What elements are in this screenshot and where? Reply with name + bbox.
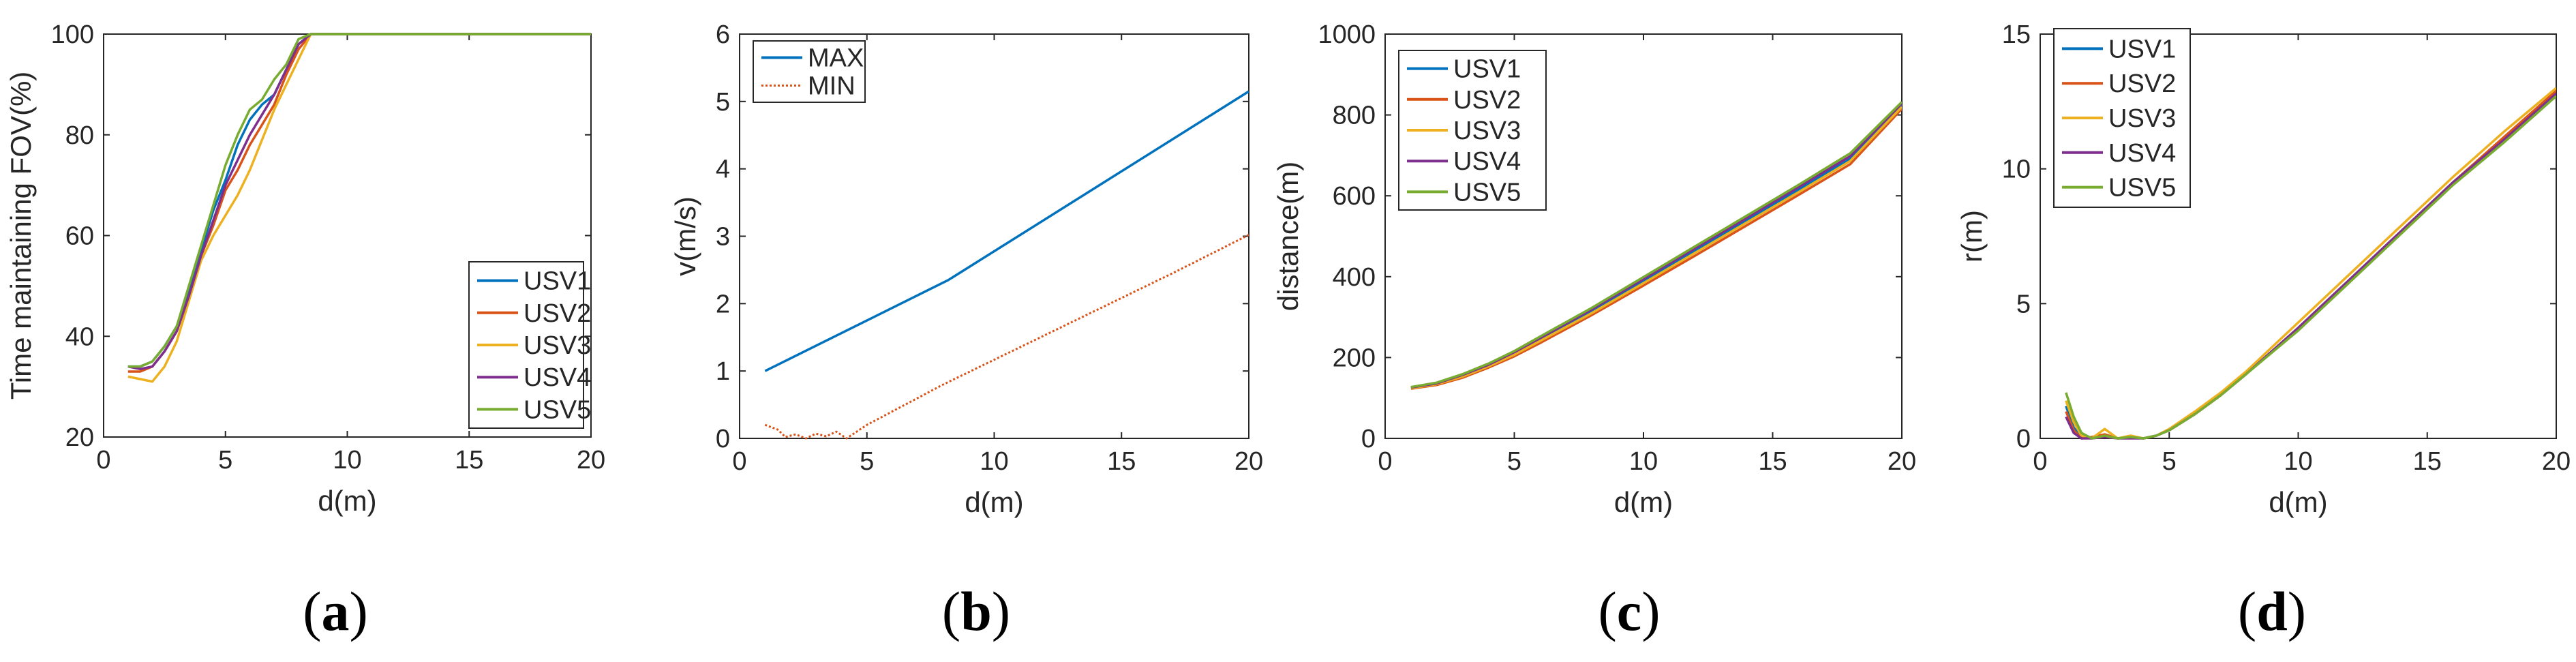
chart-a: 0 5 10 15 20 20 40 60 80 100 d(m) Time maintaining … — [5, 20, 605, 517]
legend-label-usv4: USV4 — [1453, 147, 1521, 176]
x-axis-label: d(m) — [318, 485, 376, 517]
legend-label-usv3: USV3 — [2108, 104, 2176, 133]
x-tick-label: 15 — [2413, 447, 2442, 476]
chart-d: 0 5 10 15 20 0 5 10 15 d(m) r(m) USV1 USV2 USV3 USV4 US… — [1956, 20, 2571, 518]
x-tick-label: 5 — [1507, 447, 1521, 476]
x-tick-label: 0 — [96, 446, 110, 475]
legend-label-usv1: USV1 — [1453, 55, 1521, 84]
x-tick-label: 15 — [1107, 447, 1136, 476]
y-tick-label: 20 — [65, 423, 94, 452]
y-tick-label: 2 — [716, 290, 730, 318]
y-axis-label: r(m) — [1956, 210, 1988, 262]
x-tick-label: 0 — [732, 447, 746, 476]
series-line-max — [764, 90, 1249, 372]
y-tick-label: 5 — [2016, 290, 2031, 318]
caption-b: (b) — [941, 580, 1011, 642]
y-tick-label: 40 — [65, 322, 94, 351]
y-tick-label: 5 — [716, 88, 730, 117]
y-tick-label: 0 — [2016, 425, 2031, 453]
x-tick-label: 15 — [455, 446, 483, 475]
caption-d: (d) — [2237, 580, 2307, 642]
x-tick-label: 10 — [1629, 447, 1658, 476]
legend-label-max: MAX — [808, 44, 864, 73]
y-tick-label: 80 — [65, 121, 94, 150]
chart-c: 0 5 10 15 2002004006008001000d(m)distance(m)… — [1272, 20, 1916, 518]
legend-label-usv4: USV4 — [524, 363, 591, 392]
series-line-usv5 — [2065, 95, 2556, 440]
series-line-usv3 — [1410, 106, 1902, 390]
x-tick-label: 20 — [1234, 447, 1263, 476]
legend-label-usv3: USV3 — [1453, 117, 1521, 145]
y-tick-label: 1 — [716, 357, 730, 386]
y-tick-label: 3 — [716, 223, 730, 252]
x-axis-label: d(m) — [965, 486, 1023, 518]
y-axis-label: distance(m) — [1272, 162, 1304, 311]
x-tick-label: 10 — [333, 446, 361, 475]
series-line-usv5 — [127, 33, 591, 368]
x-tick-label: 20 — [577, 446, 605, 475]
x-tick-label: 20 — [2542, 447, 2571, 476]
y-tick-label: 0 — [716, 425, 730, 453]
x-tick-label: 5 — [860, 447, 874, 476]
y-tick-label: 100 — [51, 20, 94, 49]
x-axis-label: d(m) — [1614, 486, 1673, 518]
y-tick-label: 600 — [1333, 182, 1376, 211]
legend-box — [753, 40, 866, 103]
y-tick-label: 15 — [2002, 20, 2031, 49]
y-tick-label: 1000 — [1318, 20, 1376, 49]
legend-label-usv5: USV5 — [524, 395, 591, 424]
legend-label-usv1: USV1 — [2108, 35, 2176, 63]
x-tick-label: 0 — [2033, 447, 2047, 476]
x-tick-label: 5 — [2162, 447, 2177, 476]
legend-label-min: MIN — [808, 72, 855, 101]
legend-label-usv5: USV5 — [1453, 178, 1521, 207]
legend-label-usv4: USV4 — [2108, 139, 2176, 168]
x-tick-label: 0 — [1378, 447, 1392, 476]
y-tick-label: 60 — [65, 222, 94, 251]
series-line-min — [764, 234, 1249, 440]
y-tick-label: 400 — [1333, 263, 1376, 292]
legend-label-usv3: USV3 — [524, 331, 591, 360]
caption-c: (c) — [1598, 580, 1661, 642]
y-tick-label: 10 — [2002, 155, 2031, 184]
legend-label-usv1: USV1 — [524, 267, 591, 296]
legend-label-usv2: USV2 — [1453, 86, 1521, 115]
y-axis-label: v(m/s) — [669, 196, 701, 276]
y-tick-label: 0 — [1361, 425, 1376, 453]
y-tick-label: 200 — [1333, 344, 1376, 372]
x-tick-label: 20 — [1888, 447, 1916, 476]
x-tick-label: 5 — [218, 446, 232, 475]
caption-a: (a) — [303, 580, 368, 642]
legend-label-usv5: USV5 — [2108, 174, 2176, 202]
x-tick-label: 10 — [2284, 447, 2312, 476]
legend-label-usv2: USV2 — [2108, 70, 2176, 98]
y-axis-label: Time maintaining FOV(%) — [5, 72, 37, 400]
y-tick-label: 6 — [716, 20, 730, 49]
x-tick-label: 15 — [1758, 447, 1787, 476]
y-tick-label: 4 — [716, 155, 730, 184]
x-axis-label: d(m) — [2269, 486, 2327, 518]
legend-label-usv2: USV2 — [524, 299, 591, 328]
y-tick-label: 800 — [1333, 102, 1376, 130]
series-line-usv5 — [1410, 101, 1902, 389]
x-tick-label: 10 — [980, 447, 1008, 476]
